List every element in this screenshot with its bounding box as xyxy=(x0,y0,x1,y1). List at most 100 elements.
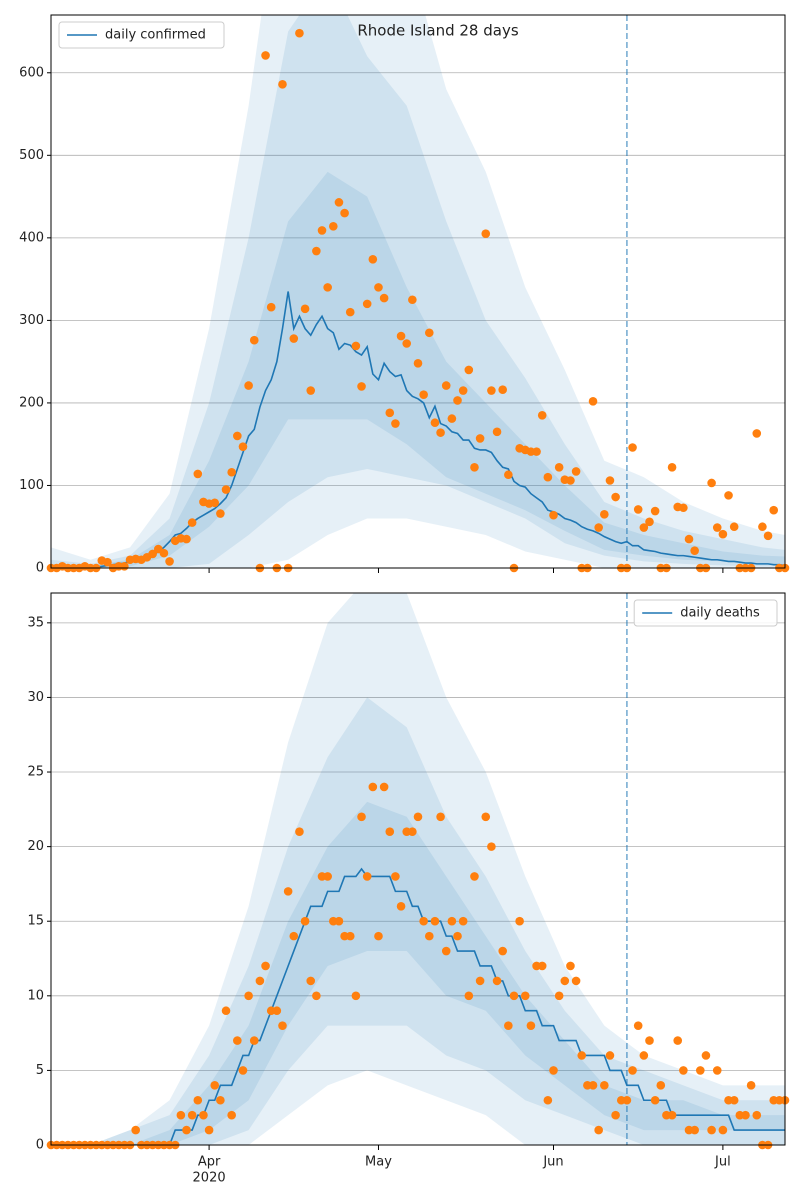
legend-box xyxy=(58,21,225,49)
y-tick-label: 10 xyxy=(27,988,44,1003)
observed-point xyxy=(492,427,502,437)
observed-point xyxy=(221,485,231,494)
observed-point xyxy=(424,931,434,941)
observed-point xyxy=(441,381,451,390)
observed-point xyxy=(357,812,366,822)
observed-point xyxy=(470,872,479,881)
observed-point xyxy=(543,1095,553,1105)
observed-point xyxy=(718,1125,728,1135)
observed-point xyxy=(639,1051,649,1060)
legend-label: daily deaths xyxy=(680,606,760,621)
observed-point xyxy=(244,381,253,390)
observed-point xyxy=(577,1051,587,1060)
observed-point xyxy=(396,331,406,341)
observed-point xyxy=(549,1066,558,1075)
observed-point xyxy=(210,498,220,508)
observed-point xyxy=(763,531,773,541)
observed-point xyxy=(560,976,570,986)
observed-point xyxy=(233,431,242,441)
observed-point xyxy=(278,80,287,89)
observed-point xyxy=(571,467,581,476)
observed-point xyxy=(295,827,304,837)
observed-point xyxy=(571,976,581,986)
observed-point xyxy=(600,510,609,519)
observed-point xyxy=(752,429,762,438)
observed-point xyxy=(741,1110,750,1120)
observed-point xyxy=(758,522,767,532)
observed-point xyxy=(588,396,598,406)
observed-point xyxy=(588,1081,598,1090)
observed-point xyxy=(611,492,620,502)
plot-area xyxy=(51,593,785,1145)
observed-point xyxy=(419,916,428,926)
uncertainty-band xyxy=(51,697,785,1145)
observed-point xyxy=(690,1125,699,1135)
observed-point xyxy=(419,390,428,399)
observed-point xyxy=(204,1125,214,1135)
observed-point xyxy=(543,472,553,482)
observed-point xyxy=(447,916,457,926)
x-tick-label: Jul xyxy=(714,1155,731,1170)
observed-point xyxy=(295,28,304,38)
observed-point xyxy=(272,1006,282,1016)
observed-point xyxy=(357,382,366,391)
observed-point xyxy=(165,557,174,566)
y-tick-label: 25 xyxy=(27,765,44,780)
observed-point xyxy=(345,931,355,941)
observed-point xyxy=(679,503,688,513)
observed-point xyxy=(441,946,451,956)
observed-point xyxy=(334,198,344,207)
axes-frame xyxy=(50,592,786,1146)
observed-point xyxy=(131,1125,140,1135)
y-tick-label: 35 xyxy=(27,615,44,630)
observed-point xyxy=(566,961,575,971)
observed-point xyxy=(707,478,716,488)
observed-point xyxy=(233,1036,242,1045)
chart-title: Rhode Island 28 days xyxy=(357,22,518,40)
observed-point xyxy=(306,976,316,986)
y-tick-label: 15 xyxy=(27,914,44,929)
observed-point xyxy=(391,419,400,428)
observed-point xyxy=(769,505,779,515)
observed-point xyxy=(594,1125,603,1135)
y-tick-label: 100 xyxy=(19,478,44,493)
y-tick-label: 300 xyxy=(19,313,44,328)
observed-point xyxy=(453,931,462,941)
y-tick-label: 400 xyxy=(19,230,44,245)
observed-point xyxy=(633,1021,643,1030)
uncertainty-band xyxy=(51,15,785,568)
observed-point xyxy=(729,1095,739,1105)
observed-point xyxy=(504,1021,513,1030)
observed-point xyxy=(283,887,293,896)
observed-point xyxy=(470,463,479,472)
y-tick-label: 30 xyxy=(27,690,44,705)
observed-point xyxy=(453,396,462,405)
observed-point xyxy=(323,283,332,292)
model-line xyxy=(51,867,785,1145)
observed-point xyxy=(526,1021,536,1030)
observed-point xyxy=(120,562,129,571)
y-tick-label: 0 xyxy=(36,1138,44,1153)
observed-point xyxy=(487,386,496,395)
observed-point xyxy=(345,307,355,317)
observed-point xyxy=(746,1081,756,1090)
observed-point xyxy=(628,443,637,452)
observed-point xyxy=(600,1081,609,1090)
observed-point xyxy=(402,339,412,348)
observed-point xyxy=(605,1051,615,1060)
observed-point xyxy=(537,961,547,971)
observed-point xyxy=(187,518,197,527)
observed-point xyxy=(436,428,445,437)
observed-point xyxy=(667,1110,677,1120)
observed-point xyxy=(464,991,474,1001)
observed-point xyxy=(238,1066,248,1075)
observed-point xyxy=(549,510,558,520)
legend-box xyxy=(633,599,778,627)
observed-point xyxy=(103,557,112,567)
observed-point xyxy=(289,931,299,941)
observed-point xyxy=(244,991,253,1001)
observed-point xyxy=(656,1081,666,1090)
observed-point xyxy=(159,548,169,558)
observed-point xyxy=(554,991,564,1001)
